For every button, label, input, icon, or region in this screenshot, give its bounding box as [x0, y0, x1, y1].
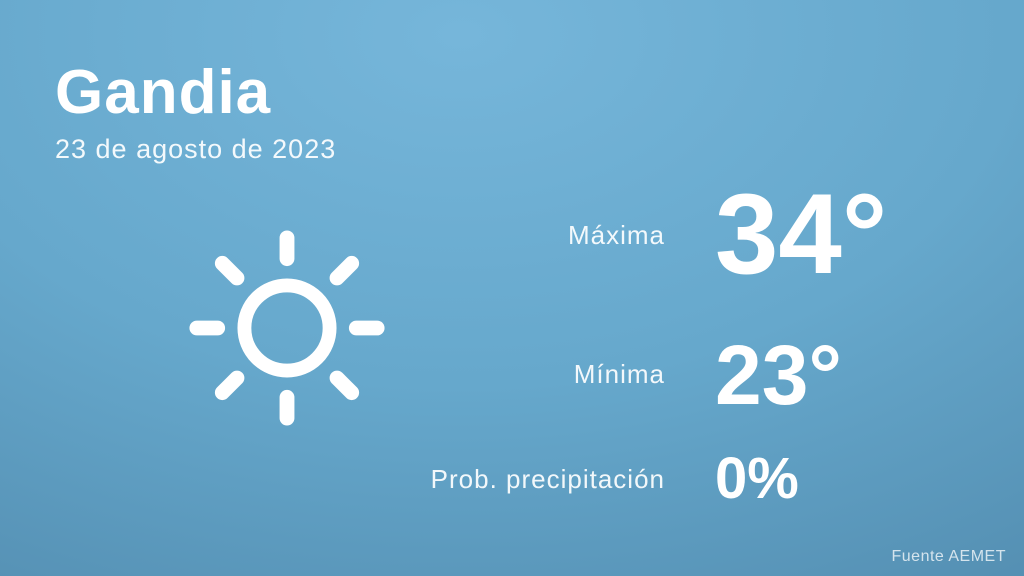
- max-temp-value: 34°: [715, 171, 888, 298]
- metric-row-min-temp: Mínima 23°: [400, 312, 1000, 437]
- max-temp-label: Máxima: [567, 219, 665, 250]
- min-temp-label: Mínima: [573, 359, 665, 389]
- min-temp-value: 23°: [715, 327, 843, 422]
- source-attribution: Fuente AEMET: [891, 548, 1006, 565]
- metric-row-precipitation: Prob. precipitación 0%: [400, 430, 1000, 528]
- precipitation-label: Prob. precipitación: [430, 463, 665, 494]
- date-label: 23 de agosto de 2023: [55, 134, 337, 164]
- header: Gandia 23 de agosto de 2023: [55, 62, 336, 165]
- precipitation-value: 0%: [715, 446, 799, 511]
- page-title: Gandia: [55, 58, 272, 127]
- sun-icon: [183, 224, 391, 432]
- metric-row-max-temp: Máxima 34°: [400, 160, 1000, 310]
